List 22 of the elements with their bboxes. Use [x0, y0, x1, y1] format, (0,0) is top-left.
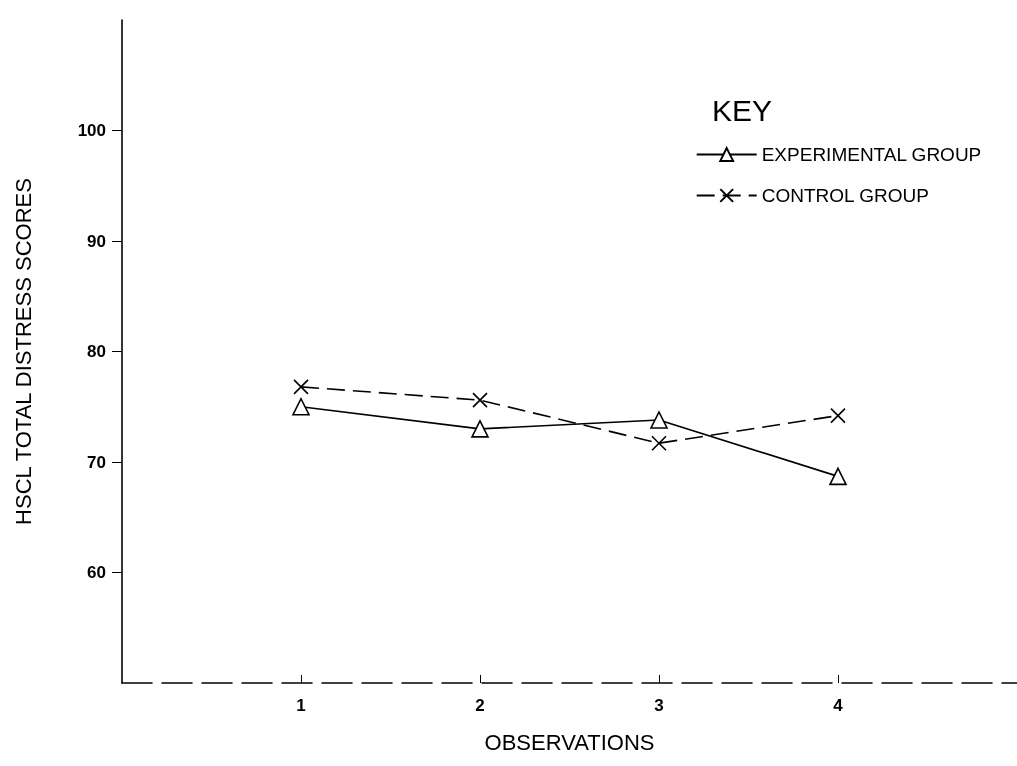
x-tick-label: 2	[475, 696, 485, 715]
point	[293, 379, 309, 395]
y-tick-label: 90	[87, 231, 106, 251]
legend-title: KEY	[711, 93, 772, 127]
point	[472, 392, 488, 408]
point	[830, 407, 846, 424]
point	[650, 411, 668, 429]
x-tick-label: 4	[833, 696, 844, 715]
point	[292, 397, 310, 416]
y-tick-label: 70	[87, 452, 106, 472]
y-axis-title: HSCL TOTAL DISTRESS SCORES	[10, 178, 36, 525]
y-tick-label: 60	[87, 563, 106, 582]
legend-label: CONTROL GROUP	[761, 185, 929, 206]
y-tick-label: 100	[77, 121, 106, 140]
y-tick-label: 80	[87, 342, 106, 361]
point	[829, 467, 847, 486]
x-axis-title: OBSERVATIONS	[484, 729, 655, 755]
x-tick-label: 1	[296, 696, 306, 715]
point	[471, 420, 489, 438]
legend-label: EXPERIMENTAL GROUP	[761, 144, 982, 165]
point	[651, 435, 667, 452]
x-tick-label: 3	[654, 696, 664, 715]
